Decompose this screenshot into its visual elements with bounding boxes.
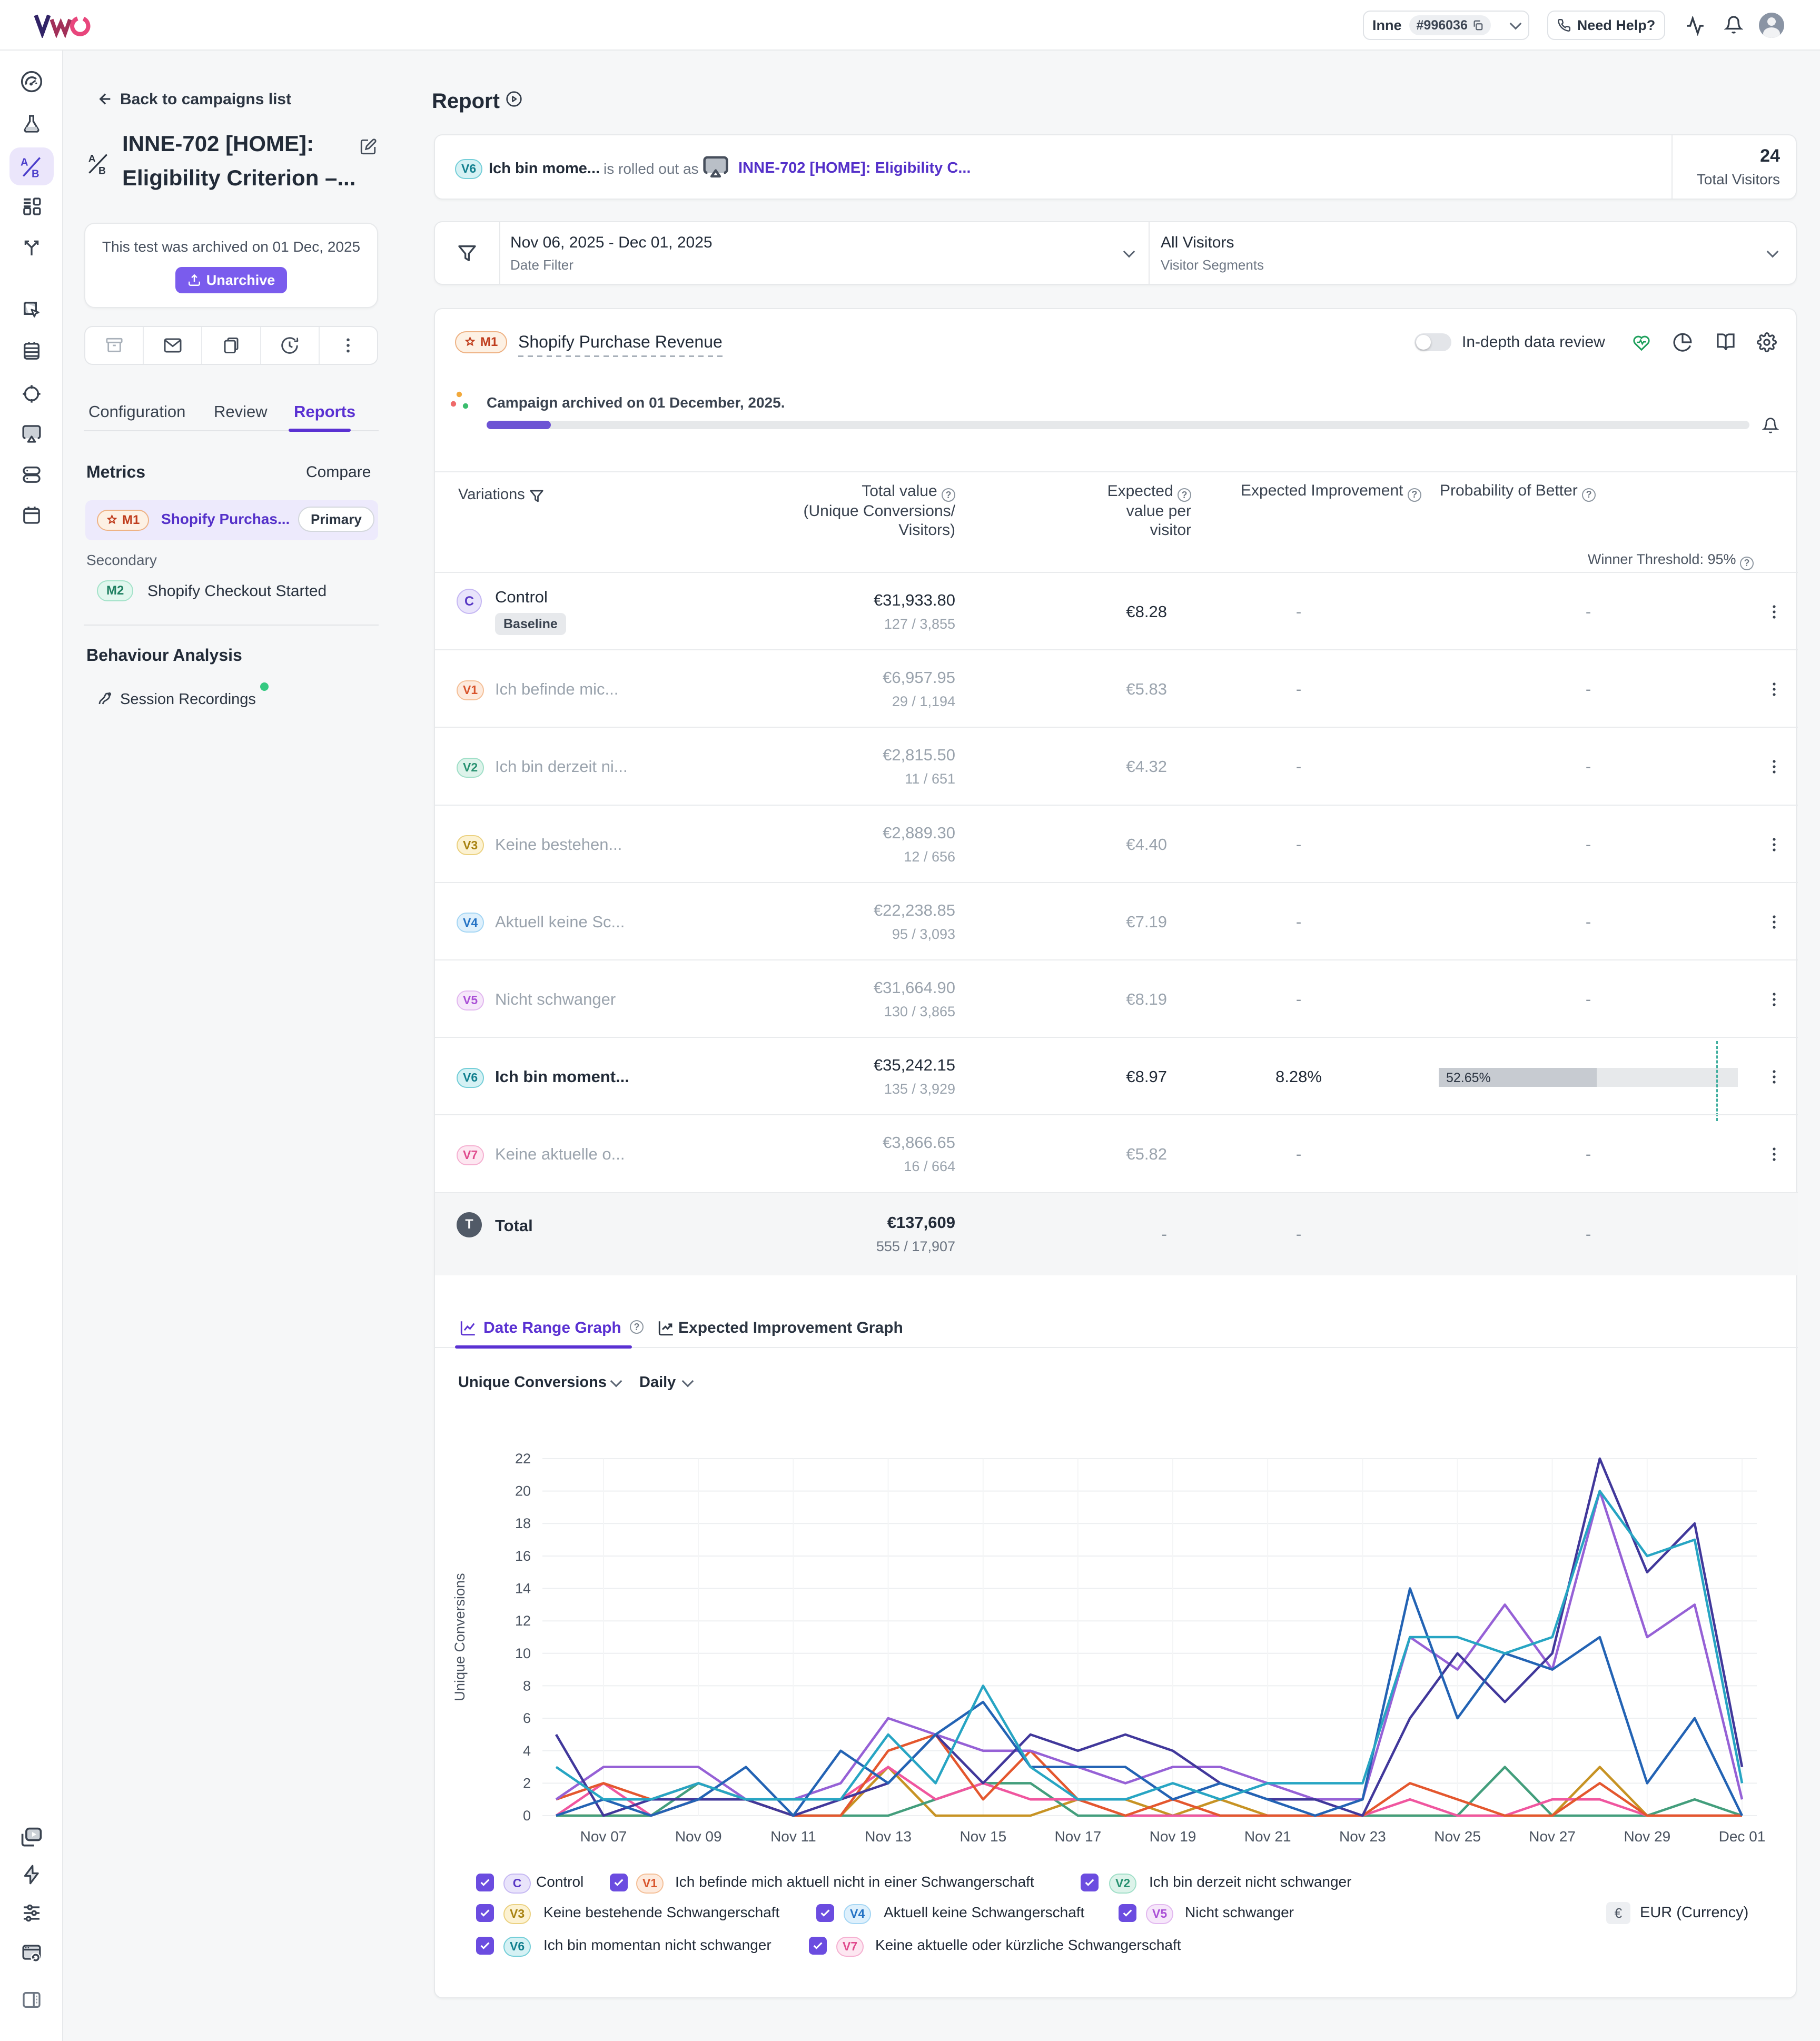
svg-text:Nov 29: Nov 29: [1624, 1828, 1670, 1845]
svg-text:Nov 13: Nov 13: [865, 1828, 912, 1845]
svg-text:8: 8: [523, 1678, 531, 1693]
svg-text:0: 0: [523, 1808, 531, 1824]
svg-text:16: 16: [515, 1548, 531, 1564]
svg-text:14: 14: [515, 1581, 531, 1597]
svg-text:B: B: [98, 165, 106, 175]
svg-text:B: B: [32, 168, 39, 178]
svg-text:18: 18: [515, 1515, 531, 1531]
svg-text:Nov 07: Nov 07: [580, 1828, 627, 1845]
svg-text:12: 12: [515, 1613, 531, 1629]
svg-text:Nov 09: Nov 09: [675, 1828, 722, 1845]
svg-text:Nov 23: Nov 23: [1339, 1828, 1386, 1845]
svg-text:Nov 19: Nov 19: [1150, 1828, 1196, 1845]
svg-text:Nov 27: Nov 27: [1529, 1828, 1576, 1845]
svg-text:Unique Conversions: Unique Conversions: [452, 1573, 468, 1701]
svg-text:22: 22: [515, 1451, 531, 1467]
svg-text:Nov 15: Nov 15: [960, 1828, 1006, 1845]
svg-text:Dec 01: Dec 01: [1719, 1828, 1766, 1845]
svg-text:Nov 21: Nov 21: [1244, 1828, 1291, 1845]
svg-text:Nov 11: Nov 11: [770, 1828, 816, 1845]
svg-text:2: 2: [523, 1775, 531, 1791]
svg-text:20: 20: [515, 1483, 531, 1499]
svg-text:Nov 17: Nov 17: [1054, 1828, 1101, 1845]
svg-text:A: A: [21, 156, 28, 168]
svg-text:Nov 25: Nov 25: [1434, 1828, 1481, 1845]
svg-text:10: 10: [515, 1646, 531, 1661]
svg-text:6: 6: [523, 1710, 531, 1726]
svg-text:4: 4: [523, 1743, 531, 1759]
svg-text:A: A: [88, 154, 96, 165]
